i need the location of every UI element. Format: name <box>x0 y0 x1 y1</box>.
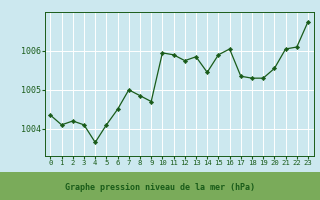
Text: Graphe pression niveau de la mer (hPa): Graphe pression niveau de la mer (hPa) <box>65 183 255 192</box>
